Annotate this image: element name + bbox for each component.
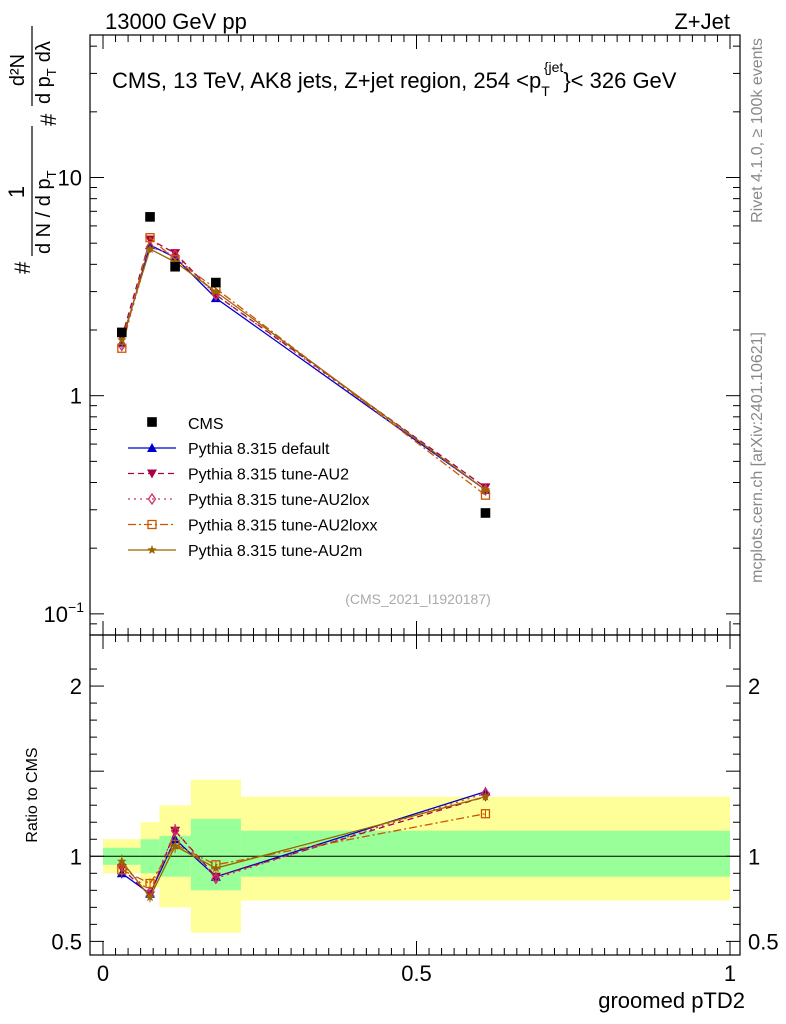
ylabel-den2-text: d p — [33, 76, 55, 104]
legend-label-cms: CMS — [188, 416, 224, 433]
title-sub: T — [541, 83, 550, 99]
side-text-top: Rivet 4.1.0, ≥ 100k events — [749, 38, 766, 223]
watermark: (CMS_2021_I1920187) — [345, 591, 491, 607]
ylabel-hash2: # — [36, 113, 61, 126]
legend-label: Pythia 8.315 default — [188, 441, 330, 458]
ratio-tick-label-right: 0.5 — [748, 929, 779, 954]
marker-square-open — [147, 519, 157, 530]
band-green — [240, 830, 730, 877]
x-axis-label: groomed pTD2 — [598, 988, 745, 1013]
header-left: 13000 GeV pp — [105, 9, 247, 34]
legend: CMS Pythia 8.315 default Pythia 8.315 tune… — [128, 416, 377, 560]
marker-triangle-up — [147, 443, 157, 452]
ylabel-den-text: d N / d p — [33, 178, 55, 254]
ylabel-num: d²N — [7, 54, 29, 86]
marker-diamond — [211, 872, 221, 885]
marker-square — [117, 327, 127, 338]
ylabel-den-sub: T — [44, 170, 59, 178]
marker-triangle-down — [145, 235, 156, 245]
marker-star — [145, 244, 155, 254]
marker-star — [211, 286, 221, 296]
ylabel-one: 1 — [4, 186, 29, 198]
ratio-tick-label-left: 2 — [70, 674, 82, 699]
marker-star — [145, 892, 155, 902]
marker-star — [170, 256, 180, 267]
title-sup: {jet — [544, 59, 564, 75]
ratio-tick-label-left: 0.5 — [51, 929, 82, 954]
marker-star — [211, 863, 221, 873]
ratio-line — [121, 796, 486, 897]
marker-square-open — [145, 878, 155, 889]
legend-label: Pythia 8.315 tune-AU2 — [188, 467, 349, 484]
marker-square — [147, 417, 157, 427]
ylabel-den2-sub: T — [44, 68, 59, 76]
title-part-a: CMS, 13 TeV, AK8 jets, Z+jet region, 254… — [112, 68, 541, 93]
y-tick-label: 10 — [58, 166, 82, 191]
x-tick-label: 0.5 — [401, 961, 432, 986]
ratio-ylabel: Ratio to CMS — [24, 747, 41, 842]
ylabel-den2: d pTdλ — [33, 41, 59, 104]
chart-title: CMS, 13 TeV, AK8 jets, Z+jet region, 254… — [112, 59, 677, 99]
marker-star — [117, 334, 127, 345]
ratio-line — [121, 813, 486, 885]
ratio-tick-label-right: 2 — [748, 674, 760, 699]
y-tick-label: 1 — [70, 384, 82, 409]
x-tick-label: 0 — [97, 961, 109, 986]
marker-diamond — [145, 240, 155, 254]
y-tick-label: 10−1 — [44, 599, 85, 627]
legend-label: Pythia 8.315 tune-AU2lox — [188, 492, 369, 509]
ratio-frame — [89, 634, 741, 956]
marker-square — [145, 212, 155, 222]
ylabel-den: d N / d pT — [33, 170, 59, 254]
marker-triangle-down — [170, 249, 181, 259]
legend-label: Pythia 8.315 tune-AU2m — [188, 543, 362, 560]
legend-label: Pythia 8.315 tune-AU2loxx — [188, 518, 377, 535]
y-tick-label-exp: −1 — [68, 599, 84, 615]
ratio-tick-label-right: 1 — [748, 844, 760, 869]
x-axis: 0 0.5 1 — [97, 35, 736, 986]
ratio-series — [116, 786, 491, 903]
marker-square — [480, 508, 491, 518]
marker-star — [480, 484, 491, 494]
title-part-b: }< 326 GeV — [563, 68, 676, 93]
ratio-y-axis: 2 2 1 1 0.5 0.5 — [51, 668, 779, 954]
marker-triangle-down — [147, 469, 157, 479]
ylabel-hash: # — [10, 261, 35, 274]
marker-diamond — [170, 824, 180, 837]
ratio-panel: 2 21 10.5 0.5 0 0.5 1 — [51, 35, 779, 986]
x-tick-label: 1 — [724, 961, 736, 986]
ylabel-dl: dλ — [33, 41, 55, 62]
marker-star — [170, 841, 180, 851]
marker-square-open — [480, 809, 491, 819]
side-text-bottom: mcplots.cern.ch [arXiv:2401.10621] — [749, 332, 766, 583]
marker-star — [117, 856, 127, 866]
marker-square-open — [117, 343, 127, 353]
marker-square — [211, 277, 221, 288]
marker-square-open — [145, 233, 155, 243]
main-series — [116, 212, 491, 518]
header-right: Z+Jet — [674, 9, 730, 34]
y-tick-label-base: 10 — [44, 602, 68, 627]
marker-diamond — [147, 492, 157, 506]
marker-square — [170, 261, 180, 272]
ratio-tick-label-left: 1 — [70, 844, 82, 869]
marker-star — [480, 791, 491, 801]
marker-star — [147, 545, 157, 555]
y-axis-label: # 1 d N / d pT # d²N d pTdλ — [4, 26, 61, 274]
